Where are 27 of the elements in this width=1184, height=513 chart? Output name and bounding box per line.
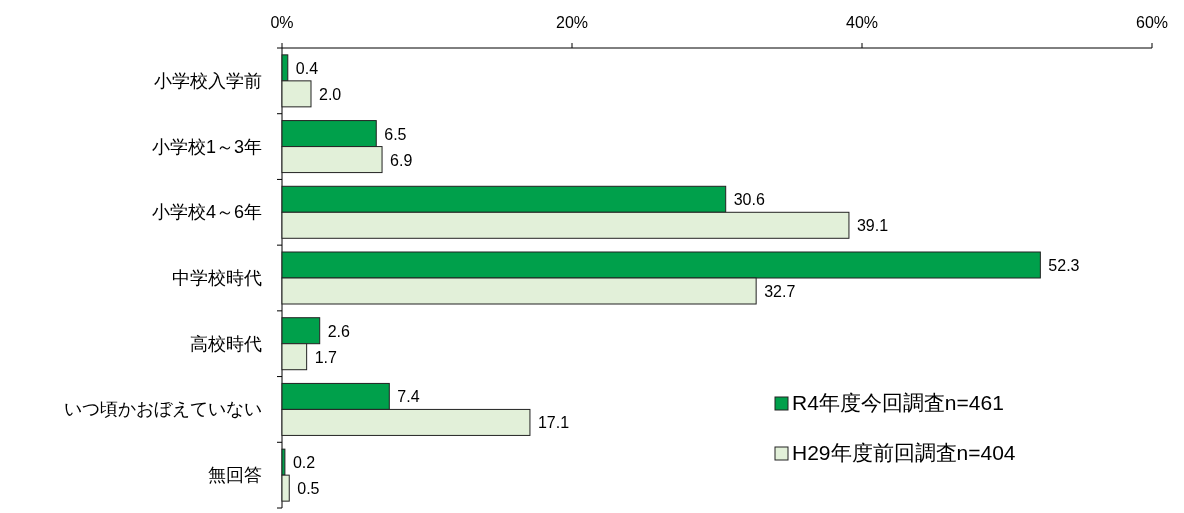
data-label: 2.6: [327, 322, 351, 340]
y-tick-label: 高校時代: [190, 333, 262, 354]
y-tick-label: 小学校4～6年: [151, 202, 262, 223]
data-label: 1.7: [314, 348, 337, 366]
data-label: 0.4: [295, 59, 319, 77]
data-label: 0.5: [297, 480, 320, 498]
x-tick-label: 60%: [1135, 14, 1169, 31]
x-tick-label: 20%: [555, 14, 589, 31]
data-label: 39.1: [856, 217, 889, 235]
data-label: 17.1: [537, 414, 570, 432]
data-label: 7.4: [397, 388, 420, 406]
legend-label: H29年度前回調査n=404: [792, 441, 1016, 464]
y-tick-label: 小学校1～3年: [151, 136, 262, 157]
data-label: 6.5: [384, 125, 407, 143]
data-label: 52.3: [1048, 257, 1080, 274]
y-tick-label: 中学校時代: [172, 268, 262, 288]
y-tick-label: いつ頃かおぼえていない: [64, 399, 262, 420]
y-tick-label: 小学校入学前: [154, 70, 262, 91]
data-label: 6.9: [390, 151, 413, 169]
legend-label: R4年度今回調査n=461: [792, 391, 1004, 414]
data-label: 32.7: [764, 283, 796, 300]
data-label: 0.2: [292, 454, 316, 472]
x-tick-label: 0%: [270, 14, 294, 31]
y-tick-label: 無回答: [208, 465, 262, 486]
data-label: 30.6: [733, 191, 765, 209]
x-tick-label: 40%: [845, 14, 879, 31]
data-label: 2.0: [319, 85, 342, 103]
